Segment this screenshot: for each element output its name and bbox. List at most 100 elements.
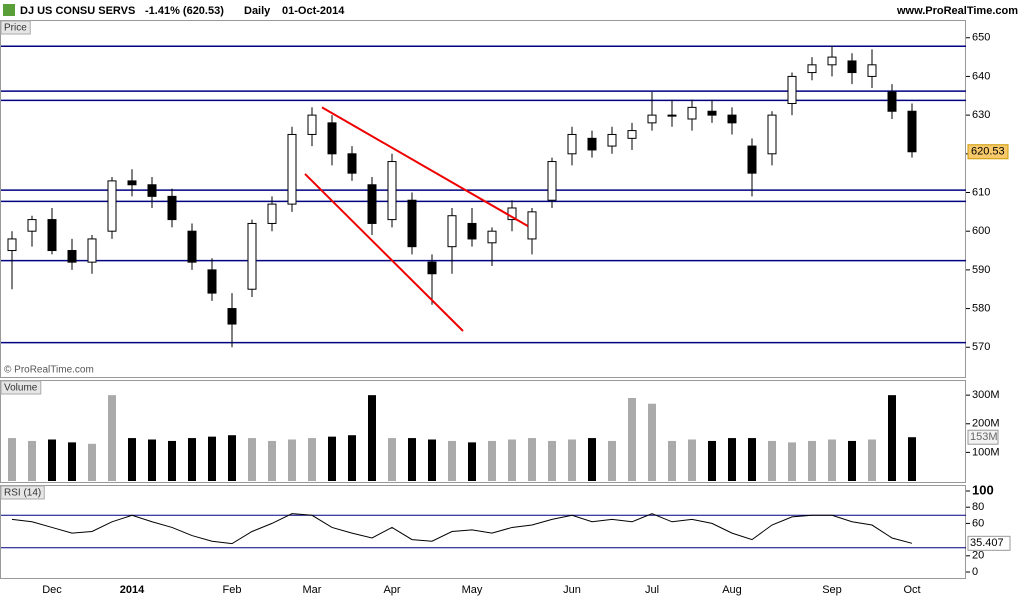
volume-bar xyxy=(188,438,196,481)
candle-body xyxy=(167,195,177,221)
x-tick-label: May xyxy=(462,584,483,596)
volume-bar xyxy=(348,435,356,481)
volume-bar xyxy=(68,442,76,481)
y-tick-label: 100M xyxy=(972,446,1000,458)
y-tick-label: 580 xyxy=(972,302,990,314)
volume-bar xyxy=(808,440,816,481)
app-icon xyxy=(3,4,15,16)
volume-bar xyxy=(768,440,776,481)
volume-bar xyxy=(528,438,536,481)
candle-body xyxy=(307,114,317,135)
candle-body xyxy=(287,133,297,205)
last-rsi-label: 35.407 xyxy=(970,537,1004,549)
volume-bar xyxy=(588,438,596,481)
x-tick-label: Dec xyxy=(42,584,62,596)
last-price-box xyxy=(967,144,1009,160)
volume-bar xyxy=(48,439,56,481)
candle-body xyxy=(547,161,557,201)
volume-bar xyxy=(388,438,396,481)
x-tick-label: Apr xyxy=(383,584,400,596)
volume-bar xyxy=(688,439,696,481)
volume-bar xyxy=(868,439,876,481)
site: www.ProRealTime.com xyxy=(896,5,1018,17)
volume-bar xyxy=(908,437,916,481)
volume-bar xyxy=(288,439,296,481)
candle-body xyxy=(367,184,377,224)
x-tick-label: Jun xyxy=(563,584,581,596)
volume-bar xyxy=(708,440,716,481)
candle-body xyxy=(127,180,137,186)
y-tick-label: 0 xyxy=(972,566,978,578)
candle-body xyxy=(567,133,577,155)
candle-body xyxy=(327,122,337,155)
candle-body xyxy=(627,130,637,139)
candle-body xyxy=(587,137,597,151)
panel-frame xyxy=(0,485,966,579)
volume-bar xyxy=(608,440,616,481)
candle-body xyxy=(807,64,817,74)
candle-body xyxy=(467,222,477,240)
last-volume-box xyxy=(967,429,999,445)
candle-body xyxy=(527,211,537,240)
volume-bar xyxy=(788,442,796,481)
candle-body xyxy=(847,60,857,74)
volume-bar xyxy=(248,438,256,481)
volume-bar xyxy=(408,438,416,481)
volume-bar xyxy=(8,438,16,481)
volume-bar xyxy=(448,440,456,481)
candle-body xyxy=(607,133,617,147)
candle-body xyxy=(907,110,917,153)
volume-bar xyxy=(328,436,336,481)
y-tick-label: 570 xyxy=(972,341,990,353)
y-tick-label: 610 xyxy=(972,186,990,198)
volume-bar xyxy=(208,436,216,481)
candle-body xyxy=(227,308,237,325)
volume-bar xyxy=(488,440,496,481)
candle-body xyxy=(27,219,37,232)
panel-label-box xyxy=(0,380,42,395)
candle-body xyxy=(347,153,357,174)
y-tick-label: 20 xyxy=(972,550,984,562)
candle-body xyxy=(407,199,417,248)
date: 01-Oct-2014 xyxy=(282,5,345,17)
rsi-line xyxy=(11,513,913,545)
candle-body xyxy=(107,180,117,232)
x-tick-label: Sep xyxy=(822,584,842,596)
candle-body xyxy=(47,219,57,252)
volume-bar xyxy=(128,438,136,481)
volume-bar xyxy=(508,439,516,481)
y-tick-label: 100 xyxy=(972,482,994,497)
volume-bar xyxy=(748,438,756,481)
volume-bar xyxy=(888,395,896,481)
candle-body xyxy=(887,91,897,112)
panel-label: RSI (14) xyxy=(4,488,41,499)
panel-frame xyxy=(0,380,966,483)
volume-bar xyxy=(148,439,156,481)
y-tick-label: 80 xyxy=(972,501,984,513)
x-tick-label: 2014 xyxy=(120,584,145,596)
volume-bar xyxy=(468,442,476,481)
y-tick-label: 640 xyxy=(972,70,990,82)
candle-body xyxy=(647,114,657,124)
volume-bar xyxy=(228,435,236,481)
x-tick-label: Mar xyxy=(303,584,322,596)
candle-body xyxy=(767,114,777,155)
y-tick-label: 650 xyxy=(972,32,990,44)
volume-bar xyxy=(88,443,96,481)
x-tick-label: Oct xyxy=(903,584,920,596)
candle-body xyxy=(867,64,877,77)
panel-frame xyxy=(0,20,966,378)
candle-body xyxy=(667,114,677,117)
change: -1.41% (620.53) xyxy=(145,5,224,17)
candle-body xyxy=(447,215,457,248)
candle-body xyxy=(747,145,757,174)
period: Daily xyxy=(244,5,271,17)
candle-body xyxy=(247,222,257,290)
candle-body xyxy=(487,230,497,244)
volume-bar xyxy=(428,439,436,481)
trendline xyxy=(321,106,529,228)
volume-bar xyxy=(728,438,736,481)
candle-body xyxy=(387,161,397,221)
volume-bar xyxy=(368,395,376,481)
